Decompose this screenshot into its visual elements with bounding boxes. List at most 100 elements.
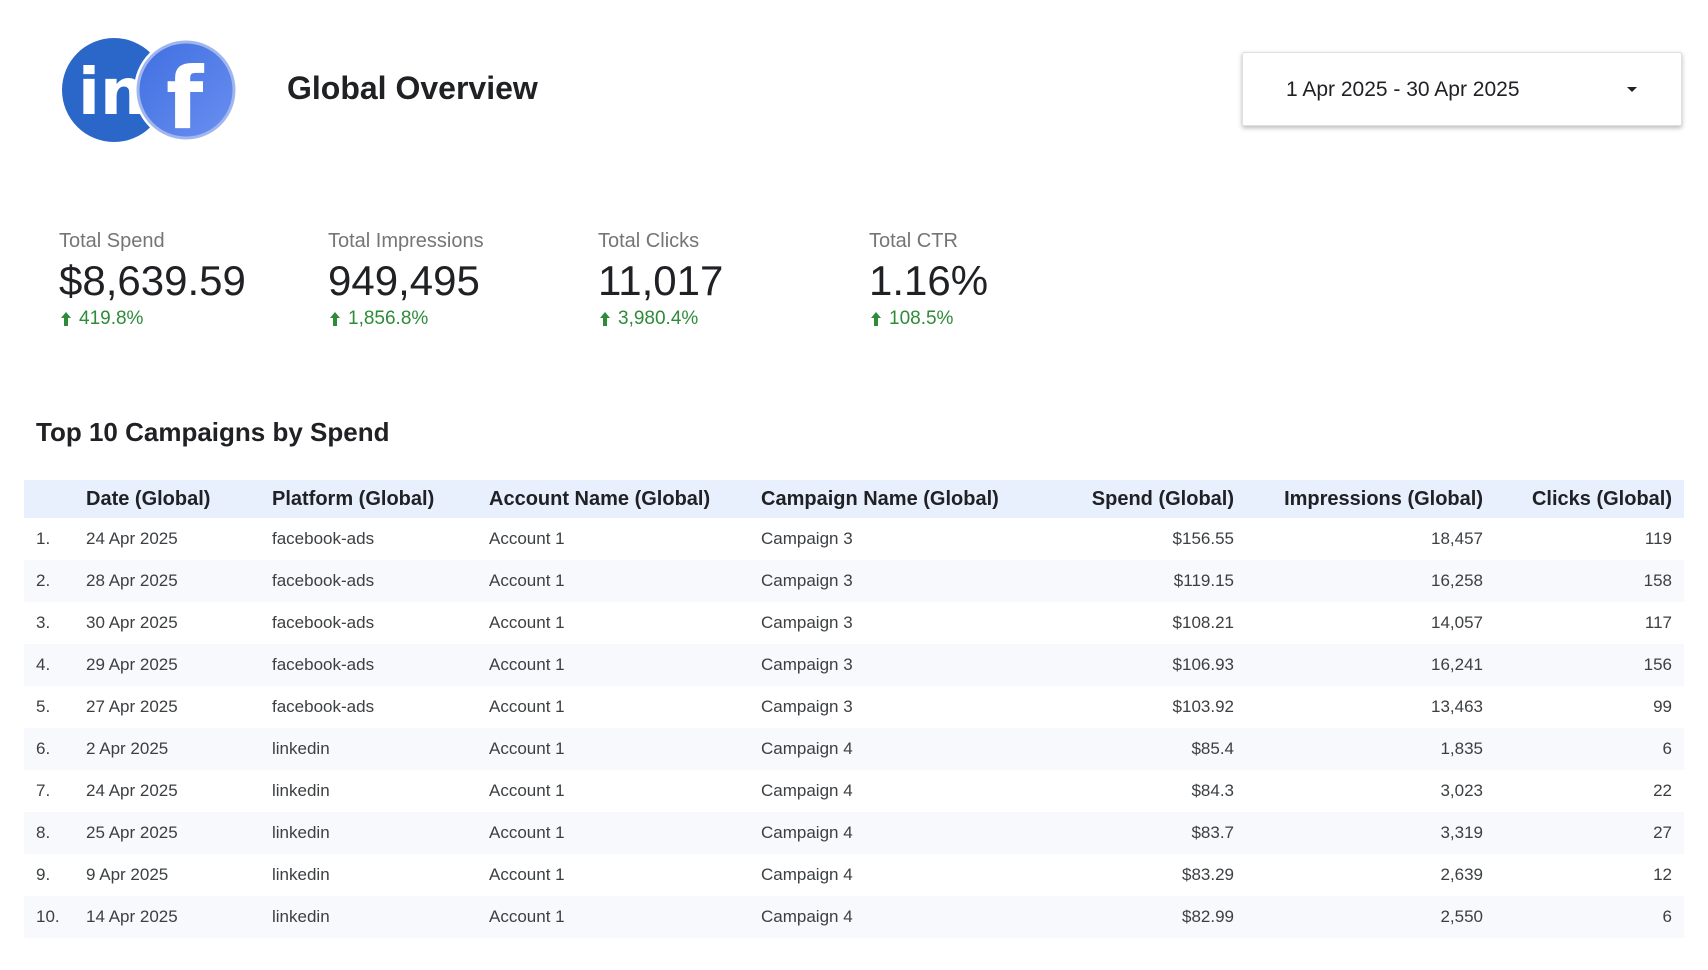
column-header-date[interactable]: Date (Global) (74, 480, 260, 518)
cell-platform: facebook-ads (260, 560, 477, 602)
cell-platform: linkedin (272, 781, 330, 800)
scorecard-total-spend: Total Spend $8,639.59 419.8% (59, 226, 309, 332)
cell-impressions: 2,550 (1246, 896, 1495, 938)
scorecard-total-clicks: Total Clicks 11,017 3,980.4% (598, 226, 848, 332)
cell-index: 5. (36, 697, 51, 716)
table-row: 3. 30 Apr 2025 facebook-ads Account 1 Ca… (24, 602, 1684, 644)
scorecard-value: $8,639.59 (59, 257, 246, 304)
cell-clicks: 6 (1495, 728, 1684, 770)
cell-account-name: Account 1 (477, 812, 749, 854)
column-header-clicks[interactable]: Clicks (Global) (1495, 480, 1684, 518)
column-header-platform[interactable]: Platform (Global) (260, 480, 477, 518)
linkedin-circle (62, 38, 166, 142)
date-range-picker[interactable]: 1 Apr 2025 - 30 Apr 2025 (1242, 52, 1682, 126)
cell-account-name: Account 1 (489, 613, 565, 632)
facebook-circle (136, 40, 236, 140)
cell-spend: $108.21 (1172, 613, 1234, 632)
cell-date: 29 Apr 2025 (74, 644, 260, 686)
up-arrow-icon (871, 312, 881, 326)
table-row: 5. 27 Apr 2025 facebook-ads Account 1 Ca… (24, 686, 1684, 728)
table-row: 1. 24 Apr 2025 facebook-ads Account 1 Ca… (24, 518, 1684, 560)
cell-campaign-name: Campaign 3 (749, 644, 1039, 686)
cell-account-name: Account 1 (477, 560, 749, 602)
column-header-impressions[interactable]: Impressions (Global) (1246, 480, 1495, 518)
cell-account-name: Account 1 (489, 697, 565, 716)
cell-campaign-name: Campaign 3 (749, 560, 1039, 602)
cell-date: 14 Apr 2025 (74, 896, 260, 938)
facebook-glyph: f (166, 49, 205, 148)
cell-campaign-name: Campaign 3 (761, 529, 853, 548)
cell-platform: linkedin (260, 896, 477, 938)
cell-campaign-name: Campaign 3 (761, 613, 853, 632)
cell-campaign-name: Campaign 4 (749, 812, 1039, 854)
scorecard-total-ctr: Total CTR 1.16% 108.5% (869, 226, 1119, 332)
column-header-spend[interactable]: Spend (Global) (1039, 480, 1246, 518)
cell-date: 30 Apr 2025 (86, 613, 178, 632)
brand-logo: in f (58, 36, 242, 149)
cell-clicks: 117 (1644, 613, 1672, 632)
scorecard-value: 949,495 (328, 257, 480, 304)
cell-date: 9 Apr 2025 (86, 865, 169, 884)
cell-index: 7. (36, 781, 51, 800)
cell-campaign-name: Campaign 4 (749, 896, 1039, 938)
cell-impressions: 18,457 (1431, 529, 1483, 548)
cell-campaign-name: Campaign 4 (761, 865, 853, 884)
scorecard-label: Total CTR (869, 230, 958, 252)
cell-spend: $83.29 (1182, 865, 1234, 884)
cell-impressions: 16,241 (1246, 644, 1495, 686)
cell-platform: facebook-ads (272, 613, 375, 632)
cell-date: 24 Apr 2025 (86, 529, 178, 548)
scorecard-label: Total Impressions (328, 230, 484, 252)
column-header-campaign-name[interactable]: Campaign Name (Global) (749, 480, 1039, 518)
scorecard-label: Total Spend (59, 230, 165, 252)
cell-date: 27 Apr 2025 (86, 697, 178, 716)
table-row: 2. 28 Apr 2025 facebook-ads Account 1 Ca… (24, 560, 1684, 602)
scorecard-delta: 3,980.4% (598, 306, 848, 332)
cell-clicks: 12 (1653, 865, 1672, 884)
scorecard-delta-value: 108.5% (889, 308, 954, 329)
cell-clicks: 22 (1653, 781, 1672, 800)
cell-platform: linkedin (272, 865, 330, 884)
cell-date: 28 Apr 2025 (74, 560, 260, 602)
cell-impressions: 13,463 (1431, 697, 1483, 716)
cell-index: 6. (24, 728, 74, 770)
table-row: 4. 29 Apr 2025 facebook-ads Account 1 Ca… (24, 644, 1684, 686)
cell-impressions: 3,023 (1440, 781, 1483, 800)
cell-clicks: 158 (1495, 560, 1684, 602)
table-row: 10. 14 Apr 2025 linkedin Account 1 Campa… (24, 896, 1684, 938)
cell-index: 1. (36, 529, 51, 548)
scorecard-delta-value: 419.8% (79, 308, 144, 329)
cell-index: 9. (36, 865, 51, 884)
cell-spend: $106.93 (1039, 644, 1246, 686)
scorecard-delta: 108.5% (869, 306, 1119, 332)
cell-account-name: Account 1 (477, 644, 749, 686)
scorecard-label: Total Clicks (598, 230, 700, 252)
scorecard-total-impressions: Total Impressions 949,495 1,856.8% (328, 226, 578, 332)
page-title: Global Overview (287, 70, 538, 106)
cell-account-name: Account 1 (477, 896, 749, 938)
table-title: Top 10 Campaigns by Spend (36, 417, 390, 447)
cell-clicks: 6 (1495, 896, 1684, 938)
cell-platform: facebook-ads (272, 697, 375, 716)
cell-index: 4. (24, 644, 74, 686)
cell-platform: linkedin (260, 812, 477, 854)
table-row: 7. 24 Apr 2025 linkedin Account 1 Campai… (24, 770, 1684, 812)
cell-campaign-name: Campaign 4 (761, 781, 853, 800)
table-row: 9. 9 Apr 2025 linkedin Account 1 Campaig… (24, 854, 1684, 896)
cell-spend: $119.15 (1039, 560, 1246, 602)
caret-down-icon (1627, 87, 1637, 92)
cell-impressions: 1,835 (1246, 728, 1495, 770)
column-header-account-name[interactable]: Account Name (Global) (477, 480, 749, 518)
cell-account-name: Account 1 (489, 781, 565, 800)
cell-account-name: Account 1 (477, 728, 749, 770)
cell-spend: $82.99 (1039, 896, 1246, 938)
cell-account-name: Account 1 (489, 529, 565, 548)
cell-index: 8. (24, 812, 74, 854)
table-row: 6. 2 Apr 2025 linkedin Account 1 Campaig… (24, 728, 1684, 770)
cell-date: 2 Apr 2025 (74, 728, 260, 770)
cell-impressions: 16,258 (1246, 560, 1495, 602)
campaigns-table: Date (Global) Platform (Global) Account … (24, 480, 1684, 938)
cell-clicks: 27 (1495, 812, 1684, 854)
scorecard-value: 11,017 (598, 257, 724, 304)
cell-date: 25 Apr 2025 (74, 812, 260, 854)
